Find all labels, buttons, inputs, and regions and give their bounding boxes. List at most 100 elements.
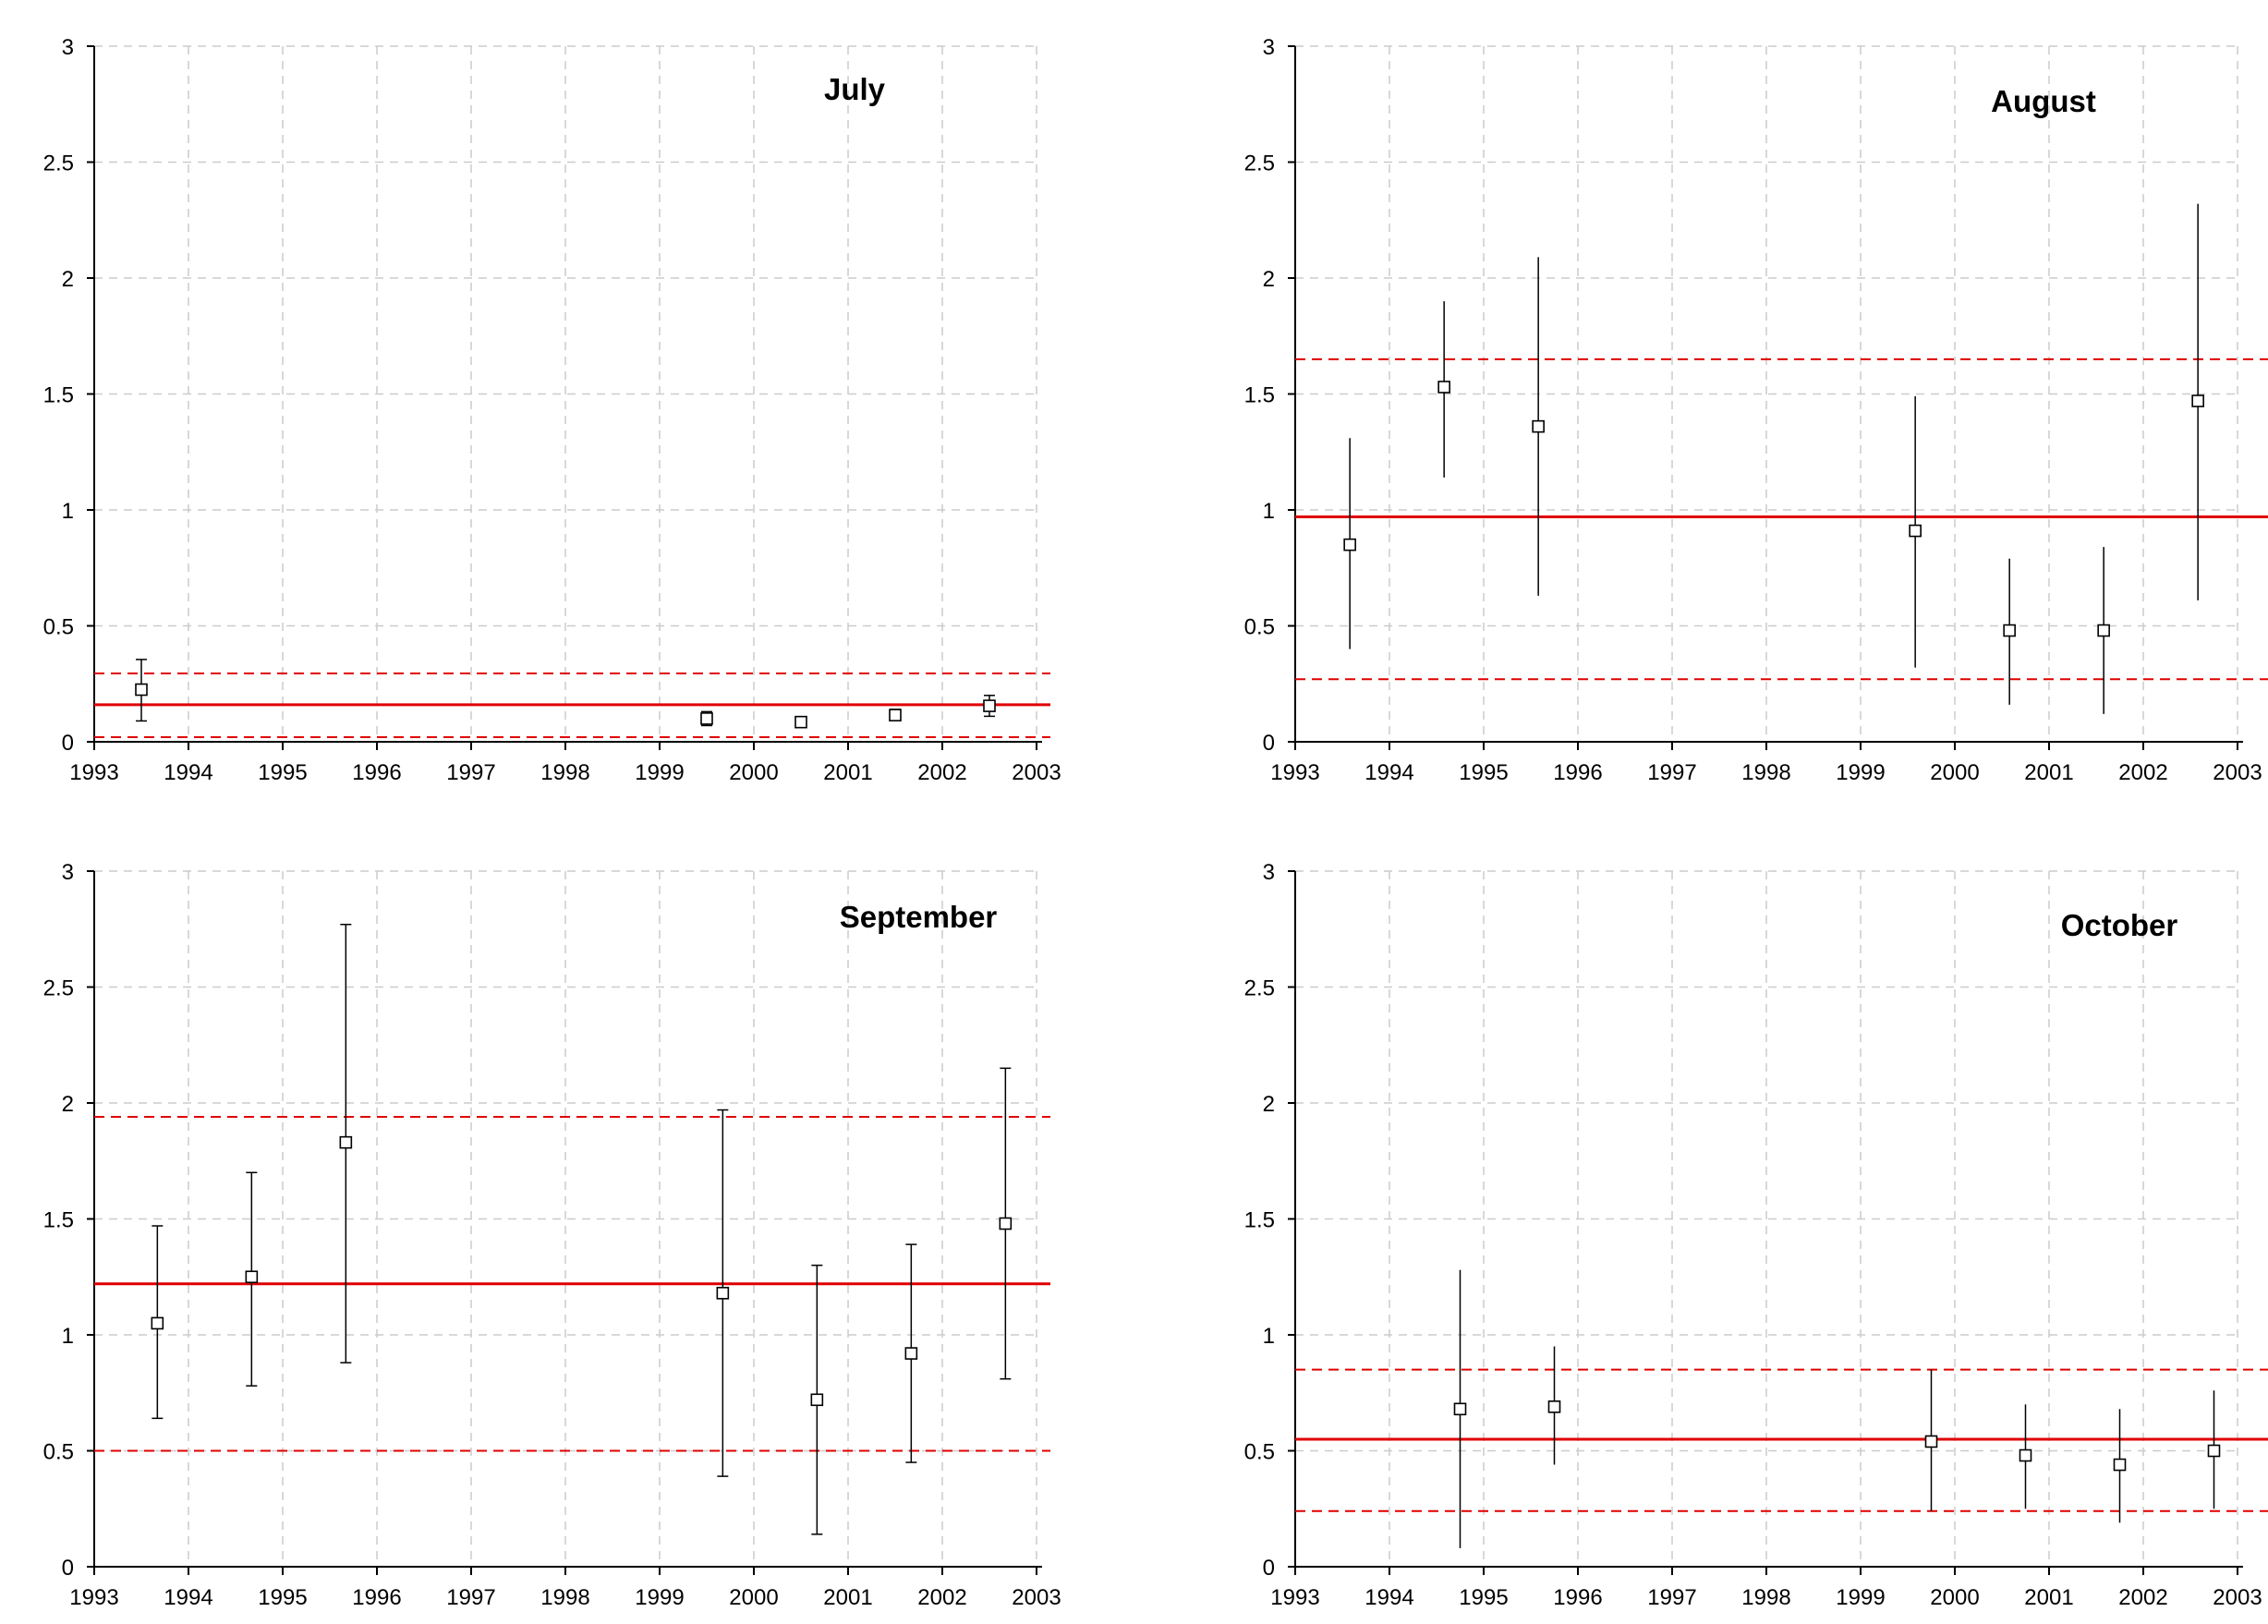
data-point-marker <box>245 1270 259 1284</box>
data-point-marker <box>1453 1402 1467 1416</box>
x-tick-label: 2002 <box>917 760 966 785</box>
data-point-marker <box>2003 624 2016 637</box>
data-point-marker <box>810 1393 824 1407</box>
y-tick-label: 2 <box>62 1092 74 1117</box>
x-tick-label: 1995 <box>1459 1585 1508 1610</box>
x-tick-label: 1998 <box>1741 1585 1790 1610</box>
x-tick-label: 1996 <box>1553 1585 1602 1610</box>
x-tick-label: 2000 <box>729 760 778 785</box>
data-point-marker <box>794 715 807 729</box>
october-title: October <box>2061 908 2178 942</box>
data-point-marker <box>2191 394 2204 407</box>
x-tick-label: 1999 <box>1836 760 1885 785</box>
y-tick-label: 2.5 <box>43 976 74 1001</box>
data-point-marker <box>1532 419 1545 433</box>
data-point-marker <box>339 1135 353 1149</box>
y-tick-label: 1.5 <box>1244 1208 1275 1233</box>
x-tick-label: 1999 <box>635 1585 684 1610</box>
y-tick-label: 1 <box>62 499 74 524</box>
y-tick-label: 1 <box>62 1324 74 1349</box>
y-tick-label: 0.5 <box>43 1440 74 1465</box>
y-tick-label: 2 <box>1263 1092 1275 1117</box>
data-point-marker <box>889 709 902 721</box>
y-tick-label: 0 <box>62 731 74 756</box>
september-panel: 0 0.5 1 1.5 2 2.5 3 1993 1994 1995 1996 1997 1998 199… <box>43 860 1061 1610</box>
y-tick-label: 0 <box>1263 1556 1275 1581</box>
x-tick-label: 2001 <box>2024 760 2073 785</box>
data-point-marker <box>716 1287 730 1300</box>
data-point-marker <box>151 1316 164 1330</box>
x-tick-label: 2002 <box>917 1585 966 1610</box>
data-point-marker <box>904 1347 918 1360</box>
x-tick-label: 1996 <box>352 760 401 785</box>
x-tick-label: 1999 <box>635 760 684 785</box>
x-tick-label: 1998 <box>540 760 589 785</box>
data-point-marker <box>1437 381 1450 394</box>
x-tick-label: 2000 <box>1930 760 1979 785</box>
x-tick-label: 2002 <box>2118 760 2167 785</box>
x-tick-label: 1993 <box>69 1585 118 1610</box>
y-tick-label: 1 <box>1263 499 1275 524</box>
july-title: July <box>824 72 886 106</box>
y-tick-label: 2.5 <box>43 151 74 176</box>
x-tick-label: 2000 <box>1930 1585 1979 1610</box>
x-tick-label: 1998 <box>1741 760 1790 785</box>
y-tick-label: 0 <box>1263 731 1275 756</box>
x-tick-label: 2001 <box>2024 1585 2073 1610</box>
y-tick-label: 3 <box>62 35 74 60</box>
y-tick-label: 1.5 <box>43 383 74 408</box>
august-panel: 0 0.5 1 1.5 2 2.5 3 1993 1994 1995 1996 1997 1998 199… <box>1244 35 2268 785</box>
x-tick-label: 1994 <box>1364 1585 1413 1610</box>
data-point-marker <box>2113 1458 2127 1472</box>
x-tick-label: 2003 <box>1012 1585 1061 1610</box>
x-tick-label: 1996 <box>352 1585 401 1610</box>
y-tick-label: 0.5 <box>43 615 74 640</box>
data-point-marker <box>1343 538 1356 551</box>
x-tick-label: 2001 <box>823 760 872 785</box>
data-point-marker <box>2019 1448 2032 1462</box>
data-point-marker <box>135 683 148 697</box>
y-tick-label: 0.5 <box>1244 1440 1275 1465</box>
y-tick-label: 0.5 <box>1244 615 1275 640</box>
x-tick-label: 2001 <box>823 1585 872 1610</box>
x-tick-label: 1993 <box>1270 1585 1319 1610</box>
x-tick-label: 1995 <box>258 760 307 785</box>
x-tick-label: 1994 <box>1364 760 1413 785</box>
x-tick-label: 1995 <box>1459 760 1508 785</box>
data-point-marker <box>1924 1435 1938 1448</box>
x-tick-label: 1997 <box>1647 1585 1696 1610</box>
x-tick-label: 2003 <box>1012 760 1061 785</box>
y-tick-label: 2.5 <box>1244 976 1275 1001</box>
y-tick-label: 2.5 <box>1244 151 1275 176</box>
y-tick-label: 1 <box>1263 1324 1275 1349</box>
x-tick-label: 1998 <box>540 1585 589 1610</box>
x-tick-label: 1997 <box>446 1585 495 1610</box>
october-panel: 0 0.5 1 1.5 2 2.5 3 1993 1994 1995 1996 1997 1998 199… <box>1244 860 2268 1610</box>
august-title: August <box>1991 84 2096 118</box>
x-tick-label: 1993 <box>69 760 118 785</box>
y-tick-label: 0 <box>62 1556 74 1581</box>
x-tick-label: 1994 <box>164 1585 212 1610</box>
y-tick-label: 1.5 <box>43 1208 74 1233</box>
data-point-marker <box>999 1217 1013 1230</box>
data-point-marker <box>983 699 996 712</box>
data-point-marker <box>1547 1400 1561 1413</box>
x-tick-label: 1997 <box>446 760 495 785</box>
y-tick-label: 1.5 <box>1244 383 1275 408</box>
data-point-marker <box>700 712 713 725</box>
data-point-marker <box>1909 524 1922 538</box>
x-tick-label: 1993 <box>1270 760 1319 785</box>
x-tick-label: 2000 <box>729 1585 778 1610</box>
x-tick-label: 2003 <box>2213 1585 2262 1610</box>
x-tick-label: 1995 <box>258 1585 307 1610</box>
x-tick-label: 2003 <box>2213 760 2262 785</box>
y-tick-label: 2 <box>62 267 74 292</box>
x-tick-label: 2002 <box>2118 1585 2167 1610</box>
x-tick-label: 1994 <box>164 760 212 785</box>
september-title: September <box>840 900 998 934</box>
x-tick-label: 1997 <box>1647 760 1696 785</box>
y-tick-label: 3 <box>62 860 74 885</box>
y-tick-label: 2 <box>1263 267 1275 292</box>
x-tick-label: 1999 <box>1836 1585 1885 1610</box>
